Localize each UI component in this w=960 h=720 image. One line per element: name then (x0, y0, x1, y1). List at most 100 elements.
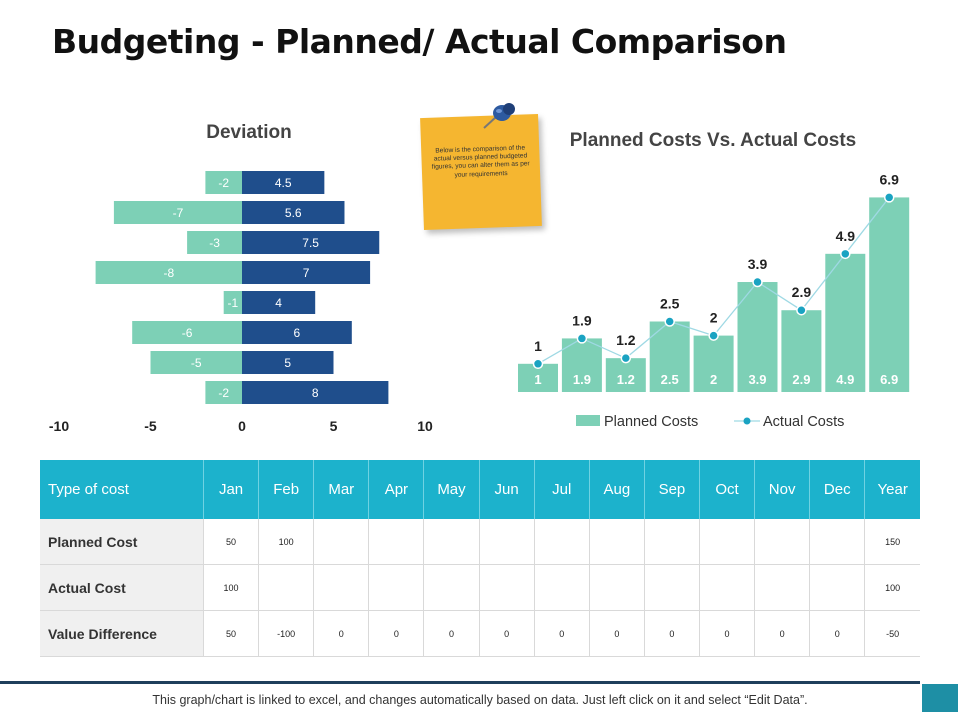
deviation-negative-bar[interactable] (132, 321, 242, 344)
deviation-positive-bar[interactable] (242, 291, 316, 314)
deviation-negative-bar[interactable] (113, 201, 243, 224)
deviation-negative-bar[interactable] (205, 171, 242, 194)
actual-cost-point[interactable] (576, 333, 588, 344)
table-cell: 0 (754, 610, 811, 657)
legend-actual-label: Actual Costs (763, 414, 844, 430)
planned-cost-bar[interactable] (781, 310, 822, 392)
actual-cost-label: 6.9 (879, 171, 899, 187)
actual-cost-label: 1 (534, 338, 542, 354)
actual-cost-label: 2 (710, 310, 718, 326)
table-header-cell: Jul (534, 460, 590, 519)
deviation-negative-bar[interactable] (223, 291, 242, 314)
cost-table: Type of cost Jan Feb Mar Apr May Jun Jul Aug Sep O… (40, 460, 920, 657)
deviation-positive-bar[interactable] (242, 231, 380, 254)
deviation-x-tick: 0 (238, 418, 246, 434)
legend-planned-swatch (576, 415, 600, 426)
deviation-positive-bar[interactable] (242, 261, 371, 284)
table-header-cell: Nov (754, 460, 811, 519)
deviation-positive-label: 6 (294, 326, 301, 340)
deviation-negative-bar[interactable] (150, 351, 243, 374)
actual-cost-point[interactable] (532, 358, 544, 370)
table-cell: 100 (864, 564, 920, 611)
actual-cost-point[interactable] (752, 276, 763, 288)
deviation-positive-bar[interactable] (242, 201, 345, 224)
page-title: Budgeting - Planned/ Actual Comparison (52, 22, 787, 61)
deviation-positive-label: 7 (303, 266, 310, 280)
planned-cost-label: 6.9 (880, 372, 898, 387)
table-header-cell: Jun (479, 460, 535, 519)
planned-cost-bar[interactable] (561, 338, 602, 392)
planned-cost-bar[interactable] (737, 282, 778, 392)
planned-cost-bar[interactable] (869, 197, 910, 392)
planned-cost-bar[interactable] (605, 358, 646, 392)
table-header-cell: Oct (699, 460, 756, 519)
table-header-row: Type of cost Jan Feb Mar Apr May Jun Jul Aug Sep O… (40, 460, 920, 519)
legend-actual-marker (743, 417, 751, 425)
deviation-x-tick: -10 (49, 418, 69, 434)
actual-cost-point[interactable] (840, 248, 851, 260)
table-cell: 50 (203, 519, 260, 565)
deviation-x-tick: 10 (417, 418, 433, 434)
table-cell: 0 (809, 610, 866, 657)
table-row-label: Actual Cost (40, 564, 204, 611)
planned-cost-label: 1 (534, 372, 541, 387)
deviation-negative-label: -5 (191, 356, 202, 370)
actual-cost-label: 2.5 (660, 296, 680, 312)
table-cell: 150 (864, 519, 920, 565)
actual-cost-label: 1.2 (616, 332, 636, 348)
table-row-label: Value Difference (40, 610, 204, 657)
table-cell (479, 519, 535, 565)
deviation-positive-label: 4 (275, 296, 282, 310)
table-cell (699, 564, 756, 611)
planned-cost-label: 2 (710, 372, 717, 387)
table-cell: 0 (313, 610, 370, 657)
table-cell (809, 519, 866, 565)
table-cell: 100 (258, 519, 315, 565)
table-cell (699, 519, 756, 565)
table-cell: -100 (258, 610, 315, 657)
deviation-negative-label: -2 (218, 176, 229, 190)
table-cell: 0 (534, 610, 590, 657)
deviation-x-tick: 5 (330, 418, 338, 434)
table-cell: 100 (203, 564, 260, 611)
planned-cost-bar[interactable] (693, 335, 734, 392)
deviation-positive-label: 5.6 (285, 206, 302, 220)
table-cell: -50 (864, 610, 920, 657)
actual-cost-point[interactable] (708, 330, 719, 341)
table-cell (368, 564, 425, 611)
table-cell (368, 519, 425, 565)
table-row: Actual Cost 100 100 (40, 564, 920, 611)
actual-cost-point[interactable] (620, 352, 632, 364)
actual-cost-point[interactable] (664, 316, 675, 327)
table-cell (754, 519, 811, 565)
deviation-negative-label: -7 (173, 206, 184, 220)
table-cell (589, 519, 645, 565)
planned-vs-actual-chart-title: Planned Costs Vs. Actual Costs (570, 130, 856, 151)
deviation-negative-label: -8 (163, 266, 174, 280)
corner-accent (922, 684, 958, 712)
table-header-cell: Sep (644, 460, 700, 519)
table-cell: 0 (589, 610, 645, 657)
table-header-cell: Dec (809, 460, 866, 519)
table-cell (534, 564, 590, 611)
deviation-positive-bar[interactable] (242, 351, 334, 374)
deviation-negative-bar[interactable] (95, 261, 242, 284)
actual-cost-point[interactable] (883, 192, 895, 203)
actual-cost-point[interactable] (796, 304, 807, 316)
table-cell (809, 564, 866, 611)
planned-cost-label: 2.5 (661, 372, 679, 387)
deviation-positive-bar[interactable] (242, 381, 389, 404)
deviation-positive-bar[interactable] (242, 171, 325, 194)
table-header-type: Type of cost (40, 460, 204, 519)
table-cell: 0 (479, 610, 535, 657)
deviation-negative-bar[interactable] (187, 231, 242, 254)
deviation-negative-label: -1 (228, 296, 239, 310)
actual-cost-label: 4.9 (836, 228, 856, 244)
planned-cost-bar[interactable] (825, 253, 866, 392)
table-cell (423, 564, 480, 611)
deviation-negative-bar[interactable] (205, 381, 242, 404)
deviation-positive-bar[interactable] (242, 321, 352, 344)
deviation-positive-label: 5 (284, 356, 291, 370)
